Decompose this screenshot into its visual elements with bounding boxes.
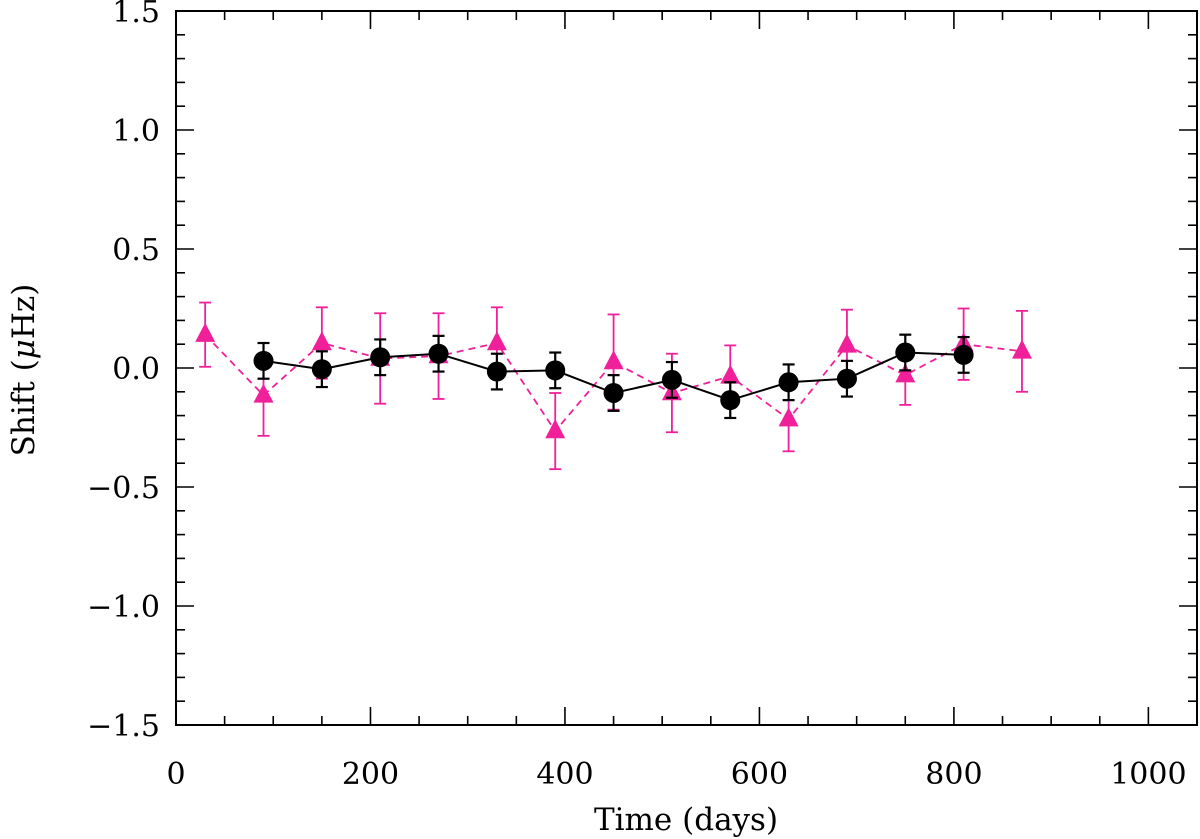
y-tick-label: 1.5 [112, 0, 160, 30]
y-axis-title-suffix: Hz) [6, 284, 42, 339]
data-point-circle [895, 342, 916, 363]
data-point-triangle [311, 331, 332, 351]
plot-frame [175, 10, 1198, 726]
data-point-triangle [720, 364, 741, 384]
data-point-circle [720, 390, 741, 411]
x-axis-title: Time (days) [594, 802, 778, 838]
x-tick-label: 0 [166, 757, 185, 792]
y-axis-title-prefix: Shift ( [6, 359, 42, 456]
data-point-triangle [486, 331, 507, 351]
y-tick-label: 0.5 [112, 233, 160, 268]
y-tick-label: −1.0 [87, 590, 160, 625]
data-point-triangle [836, 333, 857, 353]
data-series [195, 301, 1032, 471]
x-tick-label: 400 [536, 757, 593, 792]
axis-ticks [175, 10, 1198, 726]
data-point-triangle [778, 407, 799, 427]
data-point-triangle [545, 419, 566, 439]
x-tick-label: 600 [731, 757, 788, 792]
data-point-circle [428, 343, 449, 364]
data-point-circle [545, 360, 566, 381]
y-tick-label: 0.0 [112, 352, 160, 387]
y-tick-label: −1.5 [87, 709, 160, 744]
data-point-circle [661, 369, 682, 390]
y-axis-title-mu: μ [6, 339, 42, 359]
x-tick-label: 1000 [1110, 757, 1186, 792]
data-point-circle [486, 361, 507, 382]
data-point-triangle [253, 383, 274, 403]
data-point-circle [836, 368, 857, 389]
data-point-circle [253, 350, 274, 371]
x-tick-label: 800 [925, 757, 982, 792]
data-point-triangle [603, 350, 624, 370]
y-axis-title: Shift (μHz) [6, 284, 42, 457]
data-point-circle [311, 359, 332, 380]
series-line [204, 334, 1023, 433]
y-tick-label: 1.0 [112, 114, 160, 149]
data-point-circle [778, 372, 799, 393]
data-point-circle [953, 344, 974, 365]
data-point-triangle [895, 363, 916, 383]
circle-series [253, 333, 974, 420]
data-point-triangle [195, 322, 216, 342]
x-tick-label: 200 [342, 757, 399, 792]
data-point-circle [370, 347, 391, 368]
tick-labels: 0 200 400 600 800 1000 −1.5 −1.0 −0.5 0.0 0.5 1.0 1.… [87, 0, 1186, 792]
data-point-triangle [1012, 339, 1032, 359]
data-point-circle [603, 382, 624, 403]
y-tick-label: −0.5 [87, 471, 160, 506]
